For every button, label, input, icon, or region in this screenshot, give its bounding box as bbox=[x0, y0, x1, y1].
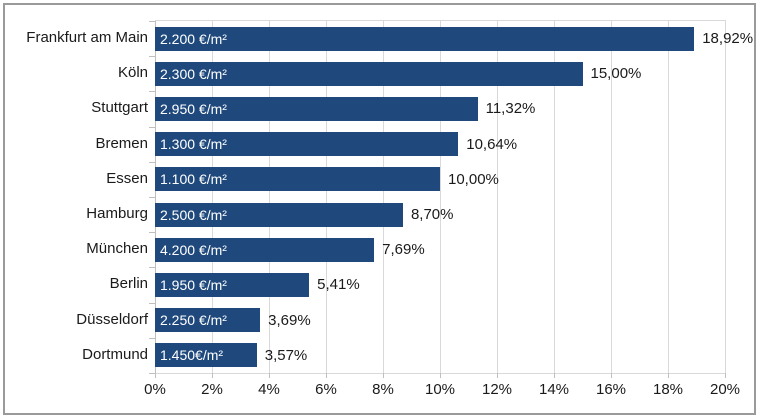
y-axis-tick bbox=[149, 267, 155, 269]
percent-label: 7,69% bbox=[382, 241, 425, 259]
bar: 2.950 €/m² bbox=[155, 96, 478, 121]
bar: 1.300 €/m² bbox=[155, 132, 459, 157]
percent-label: 10,64% bbox=[466, 135, 518, 153]
percent-label: 11,32% bbox=[485, 100, 536, 118]
category-label: Hamburg bbox=[86, 205, 148, 222]
x-tick-label: 4% bbox=[258, 381, 280, 398]
x-axis-tick bbox=[497, 373, 498, 378]
y-axis-tick bbox=[149, 161, 155, 163]
x-axis-tick bbox=[383, 373, 384, 378]
percent-label: 15,00% bbox=[590, 65, 642, 83]
x-axis-tick bbox=[725, 373, 726, 378]
bar-row: 2.300 €/m² 15,00% bbox=[155, 56, 725, 91]
gridline bbox=[440, 21, 441, 373]
bar-row: 1.300 €/m² 10,64% bbox=[155, 127, 725, 162]
bar-price-label: 4.200 €/m² bbox=[160, 241, 227, 258]
gridline bbox=[269, 21, 270, 373]
bar-row: 1.450€/m² 3,57% bbox=[155, 338, 725, 373]
bar-row: 1.950 €/m² 5,41% bbox=[155, 267, 725, 302]
bar-row: 2.250 €/m² 3,69% bbox=[155, 303, 725, 338]
y-axis-tick bbox=[149, 126, 155, 128]
gridline bbox=[725, 21, 726, 373]
percent-label: 18,92% bbox=[702, 30, 754, 47]
percent-label: 5,41% bbox=[317, 276, 360, 294]
bar-row: 4.200 €/m² 7,69% bbox=[155, 232, 725, 267]
gridline bbox=[383, 21, 384, 373]
y-axis-tick bbox=[149, 197, 155, 198]
gridline bbox=[668, 21, 669, 373]
bar: 1.100 €/m² bbox=[155, 167, 440, 192]
category-label: Frankfurt am Main bbox=[26, 29, 148, 46]
y-axis-tick bbox=[149, 232, 155, 234]
bar: 4.200 €/m² bbox=[155, 237, 375, 262]
gridline bbox=[554, 21, 555, 373]
y-axis-tick bbox=[149, 373, 155, 374]
category-label: Stuttgart bbox=[91, 99, 148, 117]
category-label: Bremen bbox=[95, 134, 148, 152]
category-label: Düsseldorf bbox=[76, 310, 148, 328]
bar-price-label: 1.950 €/m² bbox=[160, 276, 227, 293]
x-axis-tick bbox=[440, 373, 441, 378]
bar-row: 1.100 €/m² 10,00% bbox=[155, 162, 725, 197]
y-axis-tick bbox=[149, 302, 155, 304]
x-tick-label: 20% bbox=[709, 381, 741, 398]
y-axis-tick bbox=[149, 56, 155, 58]
x-tick-label: 2% bbox=[201, 381, 223, 398]
bar-price-label: 2.950 €/m² bbox=[160, 100, 227, 117]
bar-price-label: 2.500 €/m² bbox=[160, 206, 227, 223]
x-axis-tick bbox=[269, 373, 270, 378]
x-tick-label: 0% bbox=[144, 381, 166, 398]
bar-row: 2.500 €/m² 8,70% bbox=[155, 197, 725, 232]
x-tick-label: 8% bbox=[372, 381, 394, 398]
bar-price-label: 2.300 €/m² bbox=[160, 65, 227, 82]
bar: 2.500 €/m² bbox=[155, 202, 403, 227]
x-tick-label: 6% bbox=[315, 381, 337, 398]
percent-label: 10,00% bbox=[448, 170, 499, 188]
value-axis: 0% 2% 4% 6% 8% 10% 12% 14% 16% 18% 20% bbox=[144, 378, 740, 402]
bar-row: 2.200 €/m² 18,92% bbox=[155, 21, 753, 56]
percent-label: 8,70% bbox=[410, 206, 454, 223]
category-label: Dortmund bbox=[82, 345, 148, 363]
gridline bbox=[212, 21, 213, 373]
x-tick-label: 16% bbox=[595, 381, 627, 398]
bar-price-label: 1.300 €/m² bbox=[160, 136, 227, 153]
bar: 2.300 €/m² bbox=[155, 61, 583, 86]
x-tick-label: 18% bbox=[652, 381, 684, 398]
bar-row: 2.950 €/m² 11,32% bbox=[155, 91, 725, 126]
bar-price-label: 1.450€/m² bbox=[160, 347, 224, 364]
x-axis-tick bbox=[155, 373, 156, 378]
bar-price-label: 2.250 €/m² bbox=[160, 312, 227, 329]
y-axis-tick bbox=[149, 337, 155, 339]
x-tick-label: 12% bbox=[481, 381, 513, 398]
category-axis: Frankfurt am Main Köln Stuttgart Bremen Esse… bbox=[6, 20, 148, 372]
bar-price-label: 1.100 €/m² bbox=[160, 171, 227, 188]
category-label: München bbox=[86, 240, 148, 258]
y-axis-line bbox=[155, 21, 156, 373]
bar: 2.200 €/m² bbox=[155, 26, 695, 51]
category-label: Köln bbox=[117, 64, 148, 82]
gridline bbox=[611, 21, 612, 373]
bar-price-label: 2.200 €/m² bbox=[160, 30, 227, 47]
x-axis-tick bbox=[611, 373, 612, 378]
x-tick-label: 14% bbox=[538, 381, 570, 398]
gridline bbox=[497, 21, 498, 373]
bar: 1.950 €/m² bbox=[155, 272, 310, 297]
x-axis-tick bbox=[212, 373, 213, 378]
plot-area: 2.200 €/m² 18,92% 2.300 €/m² 15,00% 2.950 €/… bbox=[149, 20, 753, 378]
percent-label: 3,69% bbox=[268, 311, 311, 329]
x-axis-tick bbox=[668, 373, 669, 378]
category-label: Essen bbox=[106, 169, 148, 187]
x-axis-tick bbox=[554, 373, 555, 378]
bar: 2.250 €/m² bbox=[155, 308, 261, 333]
category-label: Berlin bbox=[109, 275, 148, 293]
bar: 1.450€/m² bbox=[155, 343, 257, 368]
x-tick-label: 10% bbox=[424, 381, 456, 398]
percent-label: 3,57% bbox=[264, 346, 308, 364]
y-axis-tick bbox=[149, 91, 155, 93]
gridline bbox=[326, 21, 327, 373]
y-axis-tick bbox=[149, 21, 155, 22]
x-axis-tick bbox=[326, 373, 327, 378]
